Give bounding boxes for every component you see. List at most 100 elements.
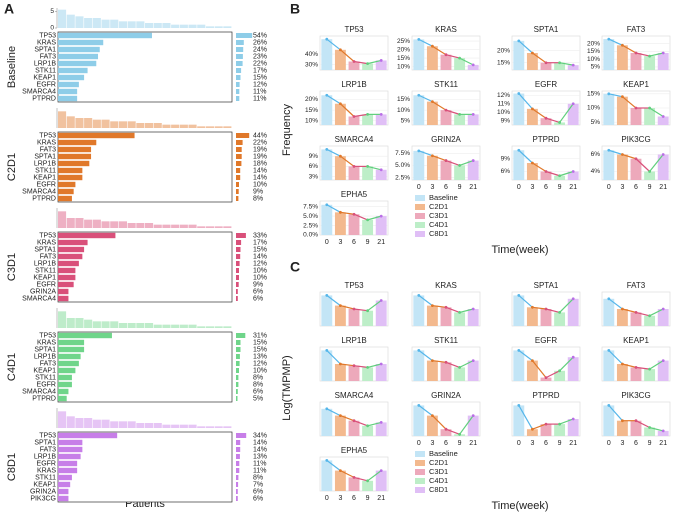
point xyxy=(444,305,448,309)
freq-bar xyxy=(236,454,240,459)
burden-bar xyxy=(118,221,127,228)
bar xyxy=(630,53,642,70)
bar xyxy=(526,360,538,381)
point xyxy=(379,214,383,218)
freq-label: 6% xyxy=(253,288,263,295)
bar xyxy=(657,154,669,180)
point xyxy=(648,314,651,318)
legend-label: C3D1 xyxy=(429,211,448,220)
freq-bar xyxy=(236,275,239,280)
bar xyxy=(454,114,466,125)
chart-title: PTPRD xyxy=(532,135,559,144)
trend-line xyxy=(367,300,382,312)
point xyxy=(417,38,421,41)
freq-bar xyxy=(236,268,239,273)
point xyxy=(517,148,521,152)
bar xyxy=(334,156,346,180)
burden-bar xyxy=(179,124,188,128)
gene-label: TP53 xyxy=(39,332,56,339)
bar xyxy=(526,53,538,70)
y-tick-label: 9% xyxy=(309,153,319,160)
freq-bar xyxy=(236,447,241,452)
trend-line xyxy=(418,349,433,362)
trend-line xyxy=(559,298,574,313)
mutation-row xyxy=(58,53,99,60)
point xyxy=(634,311,638,314)
bar xyxy=(644,315,656,326)
bar xyxy=(348,309,360,326)
trend-line xyxy=(418,294,433,307)
burden-bar xyxy=(223,326,232,328)
chart-title: EPHA5 xyxy=(341,446,368,455)
trend-line xyxy=(518,349,533,362)
y-tick-label: 7.5% xyxy=(303,203,318,210)
point xyxy=(339,304,342,307)
y-tick-label: 6% xyxy=(501,168,511,175)
burden-bar xyxy=(214,26,223,28)
bar xyxy=(567,298,579,326)
freq-label: 15% xyxy=(253,74,267,81)
freq-bar xyxy=(236,147,242,152)
freq-bar xyxy=(236,75,241,80)
trend-line xyxy=(635,311,650,317)
y-tick-label: 6% xyxy=(309,163,319,170)
bar xyxy=(362,114,374,125)
bar xyxy=(467,160,479,180)
gene-label: LRP1B xyxy=(34,260,57,267)
y-tick-label: 20% xyxy=(397,46,410,53)
x-tick-label: 3 xyxy=(338,495,342,502)
burden-bar xyxy=(205,26,214,28)
point xyxy=(444,159,448,162)
burden-bar xyxy=(58,411,67,428)
y-tick-label: 3% xyxy=(309,173,319,180)
bar xyxy=(603,298,615,326)
burden-bar xyxy=(205,426,214,428)
y-tick-label: 5.0% xyxy=(303,213,318,220)
x-tick-label: 0 xyxy=(607,184,611,191)
burden-bar xyxy=(84,219,93,228)
x-axis-label: Time(week) xyxy=(491,244,548,256)
trend-line xyxy=(559,356,574,372)
gene-label: KEAP1 xyxy=(33,274,56,281)
burden-bar xyxy=(171,24,180,28)
freq-label: 23% xyxy=(253,53,267,60)
freq-label: 24% xyxy=(253,46,267,53)
trend-line xyxy=(532,162,547,173)
bar xyxy=(426,360,438,381)
point xyxy=(379,299,383,302)
x-tick-label: 21 xyxy=(469,440,477,447)
burden-bar xyxy=(162,124,171,128)
point xyxy=(458,164,461,167)
bar xyxy=(513,150,525,180)
x-tick-label: 0 xyxy=(517,184,521,191)
burden-bar xyxy=(136,423,145,428)
burden-bar xyxy=(223,126,232,128)
point xyxy=(607,92,611,96)
burden-bar xyxy=(197,126,206,128)
mutation-row xyxy=(58,460,78,467)
burden-bar xyxy=(145,23,154,28)
trend-line xyxy=(367,165,382,171)
trend-line xyxy=(622,363,637,368)
y-tick-label: 9% xyxy=(501,117,511,124)
mutation-row xyxy=(58,346,85,353)
point xyxy=(571,170,575,173)
gene-label: LRP1B xyxy=(34,453,57,460)
trend-line xyxy=(326,294,341,307)
mutation-row xyxy=(58,81,79,88)
point xyxy=(621,419,624,423)
y-tick-label: 11% xyxy=(497,100,510,107)
trend-line xyxy=(340,49,355,62)
y-tick-label: 0 xyxy=(50,25,54,32)
freq-label: 12% xyxy=(253,81,267,88)
burden-bar xyxy=(162,23,171,28)
mutation-row xyxy=(58,339,85,346)
x-tick-label: 6 xyxy=(352,495,356,502)
bar xyxy=(375,114,387,125)
trend-line xyxy=(559,170,574,177)
y-tick-label: 20% xyxy=(305,96,318,103)
point xyxy=(325,93,329,97)
gene-label: FAT3 xyxy=(40,360,56,367)
trend-line xyxy=(432,45,447,56)
trend-line xyxy=(518,40,533,54)
